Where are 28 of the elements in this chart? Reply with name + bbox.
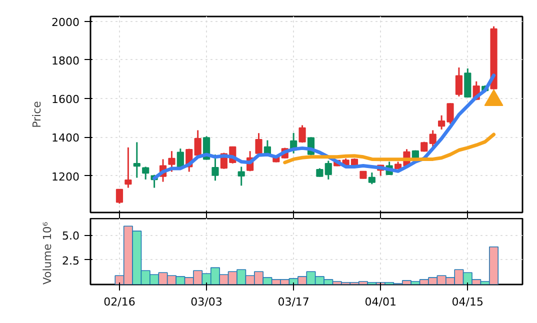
candlestick: [255, 132, 262, 156]
x-tick-label: 03/17: [278, 296, 310, 308]
y-tick-label: 1400: [52, 132, 80, 145]
candlestick: [142, 166, 150, 180]
y-tick-label: 1600: [52, 93, 80, 106]
x-tick-label: 03/03: [190, 296, 222, 308]
x-tick-label: 02/16: [104, 296, 136, 308]
candlestick: [455, 66, 463, 98]
candlestick: [168, 150, 176, 173]
x-tick-label: 04/15: [452, 296, 484, 308]
candlestick: [368, 172, 376, 185]
x-tick-label: 04/01: [364, 296, 396, 308]
candlestick: [429, 129, 436, 149]
candlestick: [238, 166, 245, 186]
candlestick: [133, 141, 140, 178]
y-tick-label: 1200: [52, 170, 80, 184]
y-axis-title: Price: [30, 100, 44, 128]
y-tick-label: 1800: [52, 54, 80, 68]
candlestick: [298, 124, 306, 144]
candlestick: [124, 146, 132, 189]
candlestick: [324, 160, 332, 180]
candlestick: [464, 68, 472, 98]
y-tick-label: 2000: [52, 16, 80, 29]
candlestick: [212, 154, 219, 182]
candlestick: [116, 188, 124, 204]
y-tick-label: 2.5: [62, 254, 80, 268]
y-axis-title: Volume 10⁶: [41, 221, 54, 285]
y-tick-label: 5.0: [62, 230, 80, 243]
